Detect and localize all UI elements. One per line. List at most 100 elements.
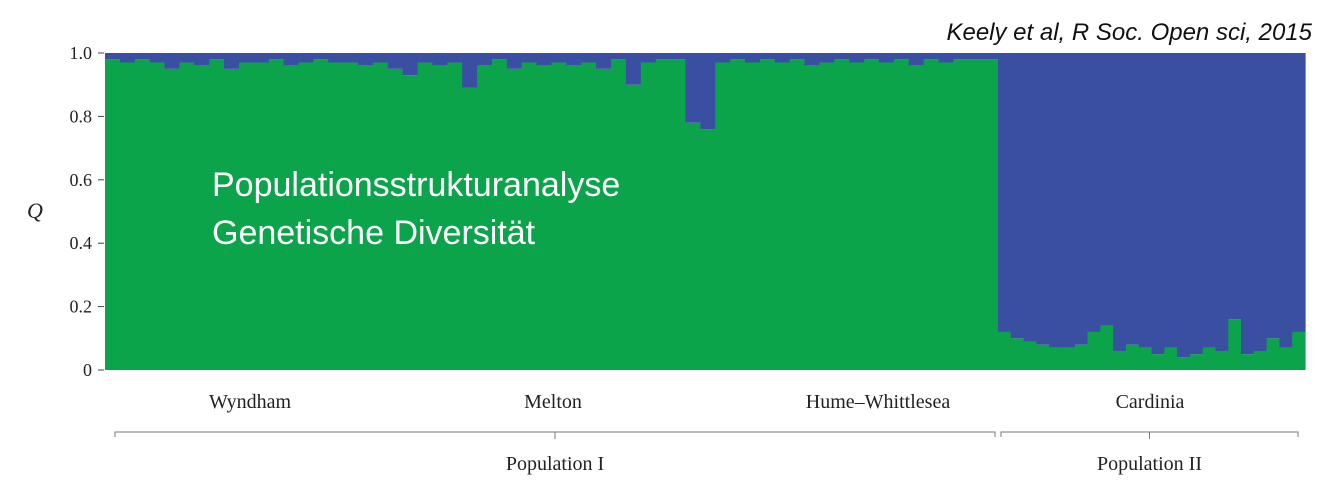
group-label: Wyndham	[209, 391, 292, 413]
bar-segment	[432, 53, 448, 66]
bar-segment	[759, 53, 776, 60]
bar-segment	[670, 53, 687, 60]
bar-segment	[878, 62, 895, 370]
bar-segment	[611, 59, 627, 371]
bar-segment	[506, 68, 523, 370]
bar-segment	[893, 53, 910, 60]
bar-segment	[491, 53, 508, 60]
bar-segment	[164, 53, 181, 69]
bar-segment	[1138, 347, 1153, 370]
y-tick-label: 0.2	[70, 297, 93, 317]
bar-segment	[402, 75, 419, 370]
y-axis-label: Q	[27, 198, 43, 223]
bar-segment	[625, 53, 642, 85]
bar-segment	[119, 53, 136, 63]
bar-segment	[1151, 53, 1165, 355]
bar-segment	[209, 59, 225, 371]
bar-segment	[1177, 53, 1191, 358]
bar-segment	[268, 53, 285, 60]
bar-segment	[224, 53, 240, 69]
bar-segment	[819, 62, 835, 370]
bar-segment	[1164, 53, 1178, 348]
bar-segment	[372, 62, 389, 370]
bar-segment	[968, 53, 984, 60]
bar-segment	[1100, 325, 1114, 370]
bar-segment	[1279, 347, 1293, 370]
bar-segment	[224, 68, 240, 370]
bar-segment	[417, 53, 434, 63]
bar-segment	[179, 62, 195, 370]
bar-segment	[938, 53, 954, 63]
population-label: Population II	[1097, 453, 1202, 475]
bar-segment	[343, 53, 359, 63]
group-label: Hume–Whittlesea	[806, 391, 951, 413]
bar-segment	[655, 59, 672, 371]
bar-segment	[596, 53, 612, 69]
bar-segment	[1241, 354, 1255, 370]
y-tick-label: 0.6	[70, 170, 93, 190]
bar-segment	[164, 68, 181, 370]
bar-segment	[566, 53, 582, 66]
citation: Keely et al, R Soc. Open sci, 2015	[946, 19, 1312, 46]
bar-segment	[387, 68, 404, 370]
bar-segment	[819, 53, 835, 63]
bar-segment	[744, 53, 761, 63]
bar-segment	[1228, 53, 1242, 320]
bar-segment	[834, 59, 850, 371]
bar-segment	[953, 53, 969, 60]
bar-segment	[432, 65, 448, 371]
bar-segment	[744, 62, 761, 370]
bar-segment	[1087, 53, 1101, 332]
bar-segment	[1253, 53, 1268, 351]
bar-segment	[149, 53, 166, 63]
bar-segment	[477, 65, 493, 371]
bar-segment	[923, 59, 940, 371]
bar-segment	[1074, 344, 1089, 370]
bar-segment	[372, 53, 389, 63]
bar-segment	[1100, 53, 1114, 326]
bar-segment	[670, 59, 687, 371]
bar-segment	[938, 62, 954, 370]
bar-segment	[640, 62, 657, 370]
bar-segment	[238, 53, 255, 63]
bar-segment	[849, 53, 865, 63]
bar-segment	[328, 62, 344, 370]
bar-segment	[402, 53, 419, 76]
bar-segment	[1113, 350, 1127, 370]
bar-segment	[878, 53, 895, 63]
bar-segment	[1010, 53, 1025, 339]
bar-segment	[1253, 350, 1268, 370]
bar-segment	[774, 62, 791, 370]
group-label: Melton	[524, 391, 582, 413]
bar-segment	[640, 53, 657, 63]
bar-segment	[1266, 338, 1281, 370]
bar-segment	[1061, 347, 1076, 370]
bar-segment	[685, 53, 701, 123]
bar-segment	[566, 65, 582, 371]
bar-segment	[328, 53, 344, 63]
bar-segment	[1113, 53, 1127, 351]
bar-segment	[521, 62, 538, 370]
bar-segment	[1215, 350, 1229, 370]
bar-segment	[298, 53, 314, 63]
bar-segment	[1036, 344, 1050, 370]
bar-segment	[536, 65, 553, 371]
bar-segment	[105, 59, 121, 371]
bar-segment	[864, 53, 880, 60]
bar-segment	[908, 65, 925, 371]
bar-segment	[313, 53, 329, 60]
bar-segment	[1292, 53, 1306, 332]
bar-segment	[194, 53, 210, 66]
bar-segment	[1023, 341, 1037, 370]
bar-segment	[134, 53, 151, 60]
bar-segment	[387, 53, 404, 69]
y-tick-label: 1.0	[70, 43, 93, 63]
bar-segment	[268, 59, 285, 371]
bar-segment	[893, 59, 910, 371]
bar-segment	[953, 59, 969, 371]
bar-segment	[358, 65, 374, 371]
bar-segment	[1049, 347, 1063, 370]
bar-segment	[1036, 53, 1050, 345]
bar-segment	[998, 53, 1012, 332]
